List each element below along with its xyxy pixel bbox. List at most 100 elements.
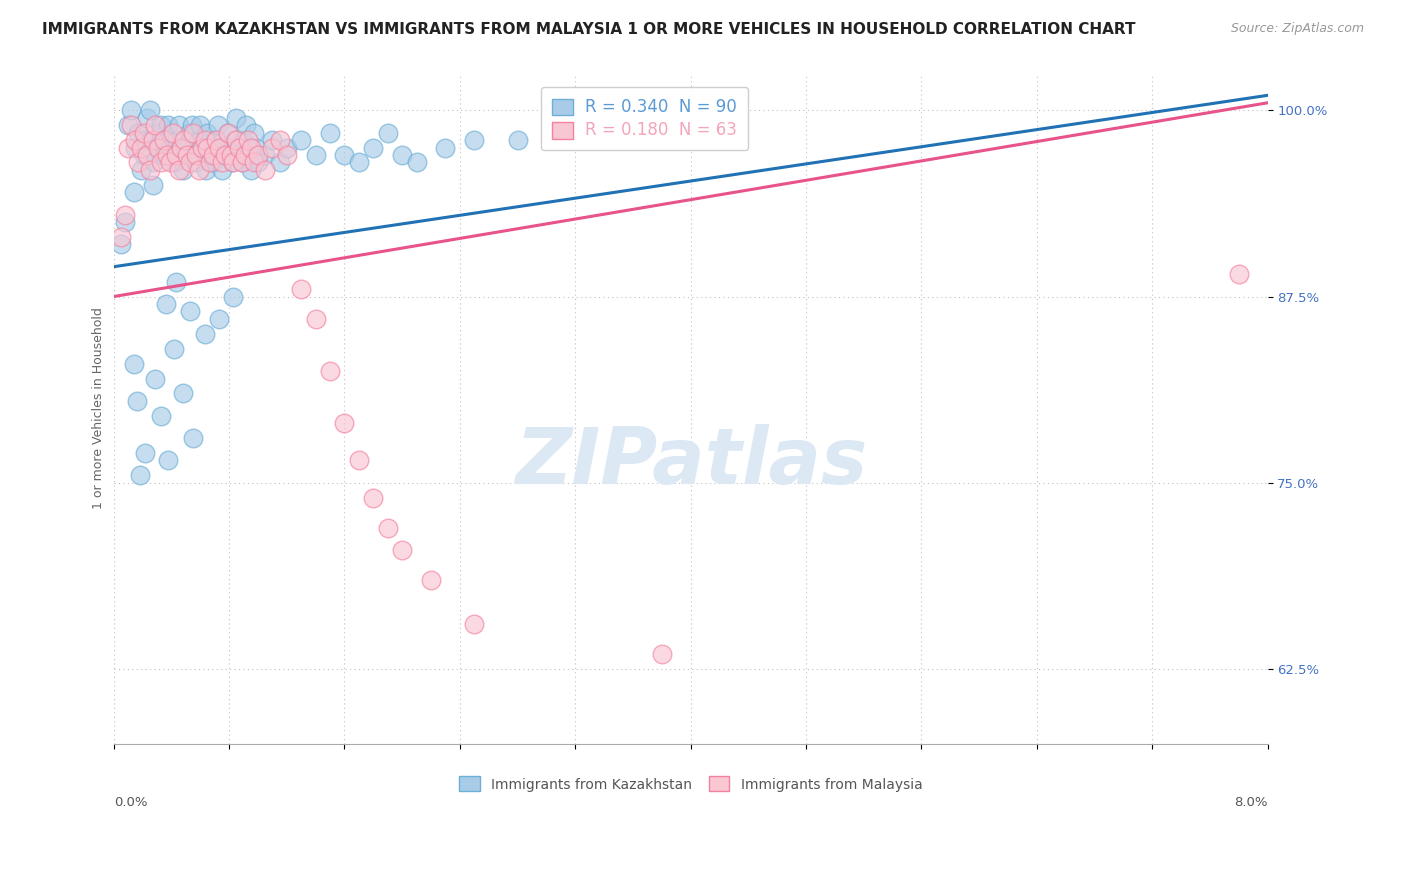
Point — [187, 162, 209, 177]
Point — [197, 140, 219, 154]
Point — [202, 148, 225, 162]
Point — [200, 148, 222, 162]
Point — [197, 126, 219, 140]
Point — [170, 140, 193, 154]
Point — [165, 148, 187, 162]
Point — [143, 155, 166, 169]
Point — [246, 148, 269, 162]
Point — [125, 393, 148, 408]
Point — [149, 126, 172, 140]
Point — [138, 162, 160, 177]
Point — [188, 118, 211, 132]
Point — [157, 118, 180, 132]
Point — [167, 118, 190, 132]
Point — [208, 140, 231, 154]
Point — [174, 140, 197, 154]
Point — [117, 140, 139, 154]
Point — [219, 148, 242, 162]
Point — [163, 155, 186, 169]
Point — [224, 133, 246, 147]
Point — [179, 155, 201, 169]
Point — [150, 409, 173, 423]
Point — [153, 148, 176, 162]
Point — [120, 118, 142, 132]
Point — [190, 140, 212, 154]
Point — [156, 148, 179, 162]
Point — [290, 282, 312, 296]
Point — [145, 118, 167, 132]
Point — [181, 148, 204, 162]
Point — [155, 297, 177, 311]
Point — [173, 133, 195, 147]
Point — [304, 312, 326, 326]
Point — [165, 275, 187, 289]
Point — [129, 140, 152, 154]
Point — [120, 103, 142, 118]
Point — [145, 371, 167, 385]
Point — [142, 133, 165, 147]
Point — [156, 133, 179, 147]
Point — [262, 133, 284, 147]
Point — [238, 140, 260, 154]
Point — [651, 647, 673, 661]
Point — [319, 364, 342, 378]
Point — [463, 617, 485, 632]
Point — [180, 118, 202, 132]
Point — [276, 140, 298, 154]
Point — [420, 573, 443, 587]
Point — [228, 140, 250, 154]
Point — [391, 543, 413, 558]
Point — [242, 126, 264, 140]
Point — [195, 162, 218, 177]
Point — [193, 133, 215, 147]
Point — [231, 155, 253, 169]
Point — [146, 140, 169, 154]
Point — [179, 304, 201, 318]
Point — [319, 126, 342, 140]
Point — [172, 386, 194, 401]
Point — [363, 491, 385, 505]
Point — [233, 148, 256, 162]
Y-axis label: 1 or more Vehicles in Household: 1 or more Vehicles in Household — [93, 308, 105, 509]
Point — [159, 155, 181, 169]
Point — [225, 133, 247, 147]
Point — [150, 118, 173, 132]
Point — [138, 103, 160, 118]
Point — [214, 148, 236, 162]
Point — [127, 126, 149, 140]
Point — [290, 133, 312, 147]
Point — [202, 155, 225, 169]
Point — [239, 140, 262, 154]
Point — [377, 520, 399, 534]
Point — [207, 118, 229, 132]
Point — [209, 140, 232, 154]
Point — [347, 155, 370, 169]
Legend: Immigrants from Kazakhstan, Immigrants from Malaysia: Immigrants from Kazakhstan, Immigrants f… — [454, 771, 928, 797]
Point — [211, 155, 233, 169]
Point — [150, 155, 173, 169]
Point — [269, 133, 291, 147]
Point — [218, 140, 240, 154]
Text: ZIPatlas: ZIPatlas — [515, 424, 866, 500]
Point — [124, 140, 146, 154]
Point — [166, 133, 188, 147]
Point — [222, 289, 245, 303]
Point — [276, 148, 298, 162]
Point — [242, 155, 264, 169]
Point — [333, 148, 356, 162]
Point — [160, 140, 183, 154]
Point — [191, 140, 214, 154]
Text: IMMIGRANTS FROM KAZAKHSTAN VS IMMIGRANTS FROM MALAYSIA 1 OR MORE VEHICLES IN HOU: IMMIGRANTS FROM KAZAKHSTAN VS IMMIGRANTS… — [42, 22, 1136, 37]
Point — [232, 133, 254, 147]
Point — [231, 155, 253, 169]
Point — [200, 155, 222, 169]
Point — [117, 118, 139, 132]
Point — [122, 185, 145, 199]
Point — [169, 140, 191, 154]
Point — [167, 162, 190, 177]
Point — [269, 155, 291, 169]
Point — [132, 148, 155, 162]
Point — [377, 126, 399, 140]
Point — [222, 155, 245, 169]
Point — [187, 133, 209, 147]
